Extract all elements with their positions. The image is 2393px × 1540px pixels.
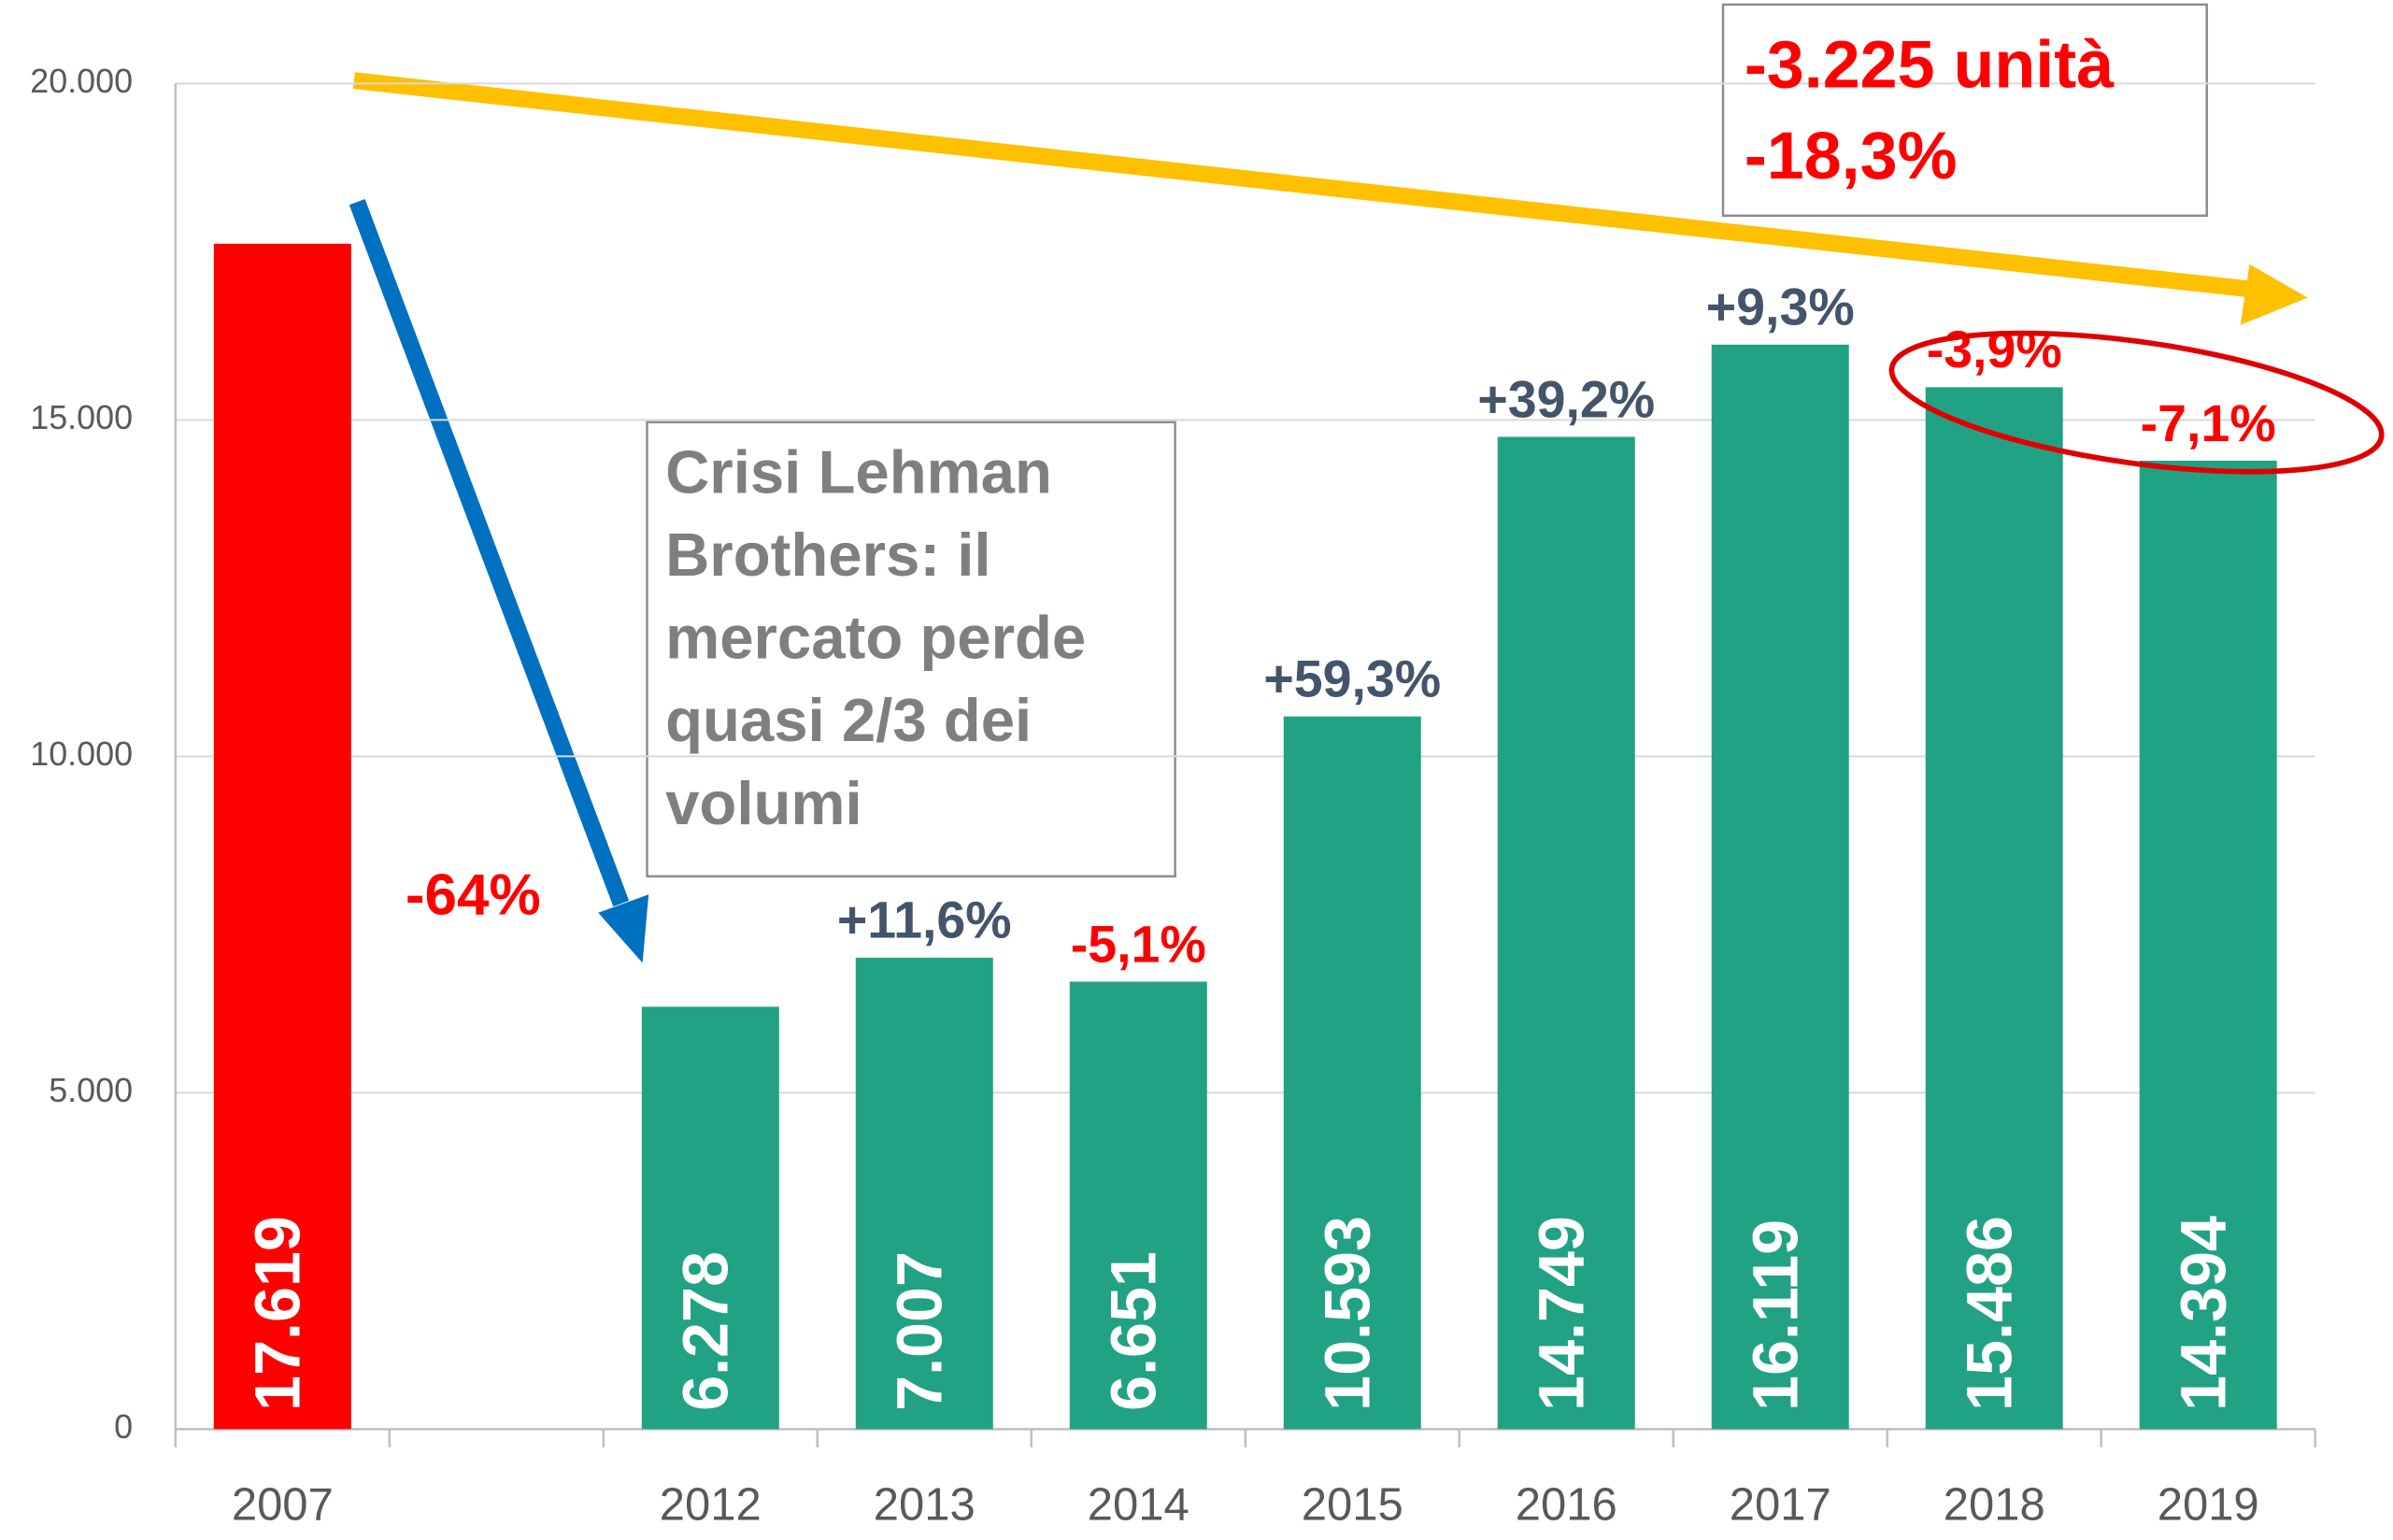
change-label: -5,1% [1071, 915, 1206, 973]
x-tick-label: 2017 [1730, 1480, 1831, 1531]
y-tick-label: 20.000 [30, 63, 133, 100]
crisis-box-line: quasi 2/3 dei [665, 686, 1032, 754]
crisis-box-line: Brothers: il [665, 520, 990, 589]
y-tick-label: 10.000 [30, 735, 133, 773]
value-label: 17.619 [242, 1216, 313, 1411]
x-tick-label: 2016 [1516, 1480, 1617, 1531]
crisis-drop-label: -64% [406, 863, 541, 928]
y-tick-label: 0 [114, 1408, 133, 1446]
crisis-box-line: mercato perde [665, 604, 1086, 672]
bar [855, 957, 993, 1430]
bar [1069, 981, 1207, 1430]
value-label: 16.119 [1740, 1219, 1811, 1411]
change-label: +9,3% [1706, 278, 1855, 336]
change-label: -7,1% [2141, 394, 2276, 452]
bar [213, 243, 351, 1430]
highlight-ellipse [1888, 330, 2385, 475]
crisis-box [646, 421, 1176, 877]
value-label: 6.278 [670, 1251, 741, 1411]
y-tick-label: 15.000 [30, 399, 133, 436]
plot: 0 5.000 10.000 15.000 20.000 2007 17.619 2012 6.… [30, 28, 2316, 1531]
value-label: 14.394 [2168, 1216, 2239, 1411]
drop-arrow-head [598, 894, 649, 963]
bar [641, 1006, 779, 1430]
x-tick-label: 2014 [1088, 1480, 1189, 1531]
crisis-box-line: volumi [665, 769, 862, 837]
x-tick-label: 2007 [232, 1480, 334, 1531]
drop-arrow [349, 199, 630, 907]
bar [1925, 387, 2063, 1430]
change-label: +39,2% [1477, 370, 1655, 428]
bar [2139, 461, 2277, 1430]
x-tick-label: 2012 [660, 1480, 762, 1531]
change-label: +11,6% [837, 891, 1012, 949]
x-tick-label: 2013 [874, 1480, 976, 1531]
change-label: +59,3% [1263, 650, 1441, 708]
x-tick-label: 2015 [1302, 1480, 1403, 1531]
bar [1497, 436, 1635, 1430]
bar [1711, 344, 1849, 1430]
value-label: 7.007 [884, 1251, 955, 1411]
value-label: 6.651 [1098, 1251, 1169, 1411]
x-tick-label: 2019 [2158, 1480, 2259, 1531]
value-label: 15.486 [1954, 1216, 2025, 1411]
value-label: 14.749 [1526, 1216, 1597, 1411]
change-label: -3,9% [1927, 321, 2062, 378]
value-label: 10.593 [1312, 1216, 1383, 1411]
y-tick-label: 5.000 [49, 1072, 133, 1109]
x-tick-label: 2018 [1944, 1480, 2045, 1531]
bar [1283, 716, 1421, 1430]
crisis-box-line: Crisi Lehman [665, 438, 1052, 506]
total-box-line: -3.225 unità [1745, 28, 2115, 103]
total-box-line: -18,3% [1745, 119, 1958, 193]
trend-arrow [352, 72, 2260, 299]
trend-arrow-head [2240, 264, 2308, 325]
total-box [1721, 3, 2208, 218]
